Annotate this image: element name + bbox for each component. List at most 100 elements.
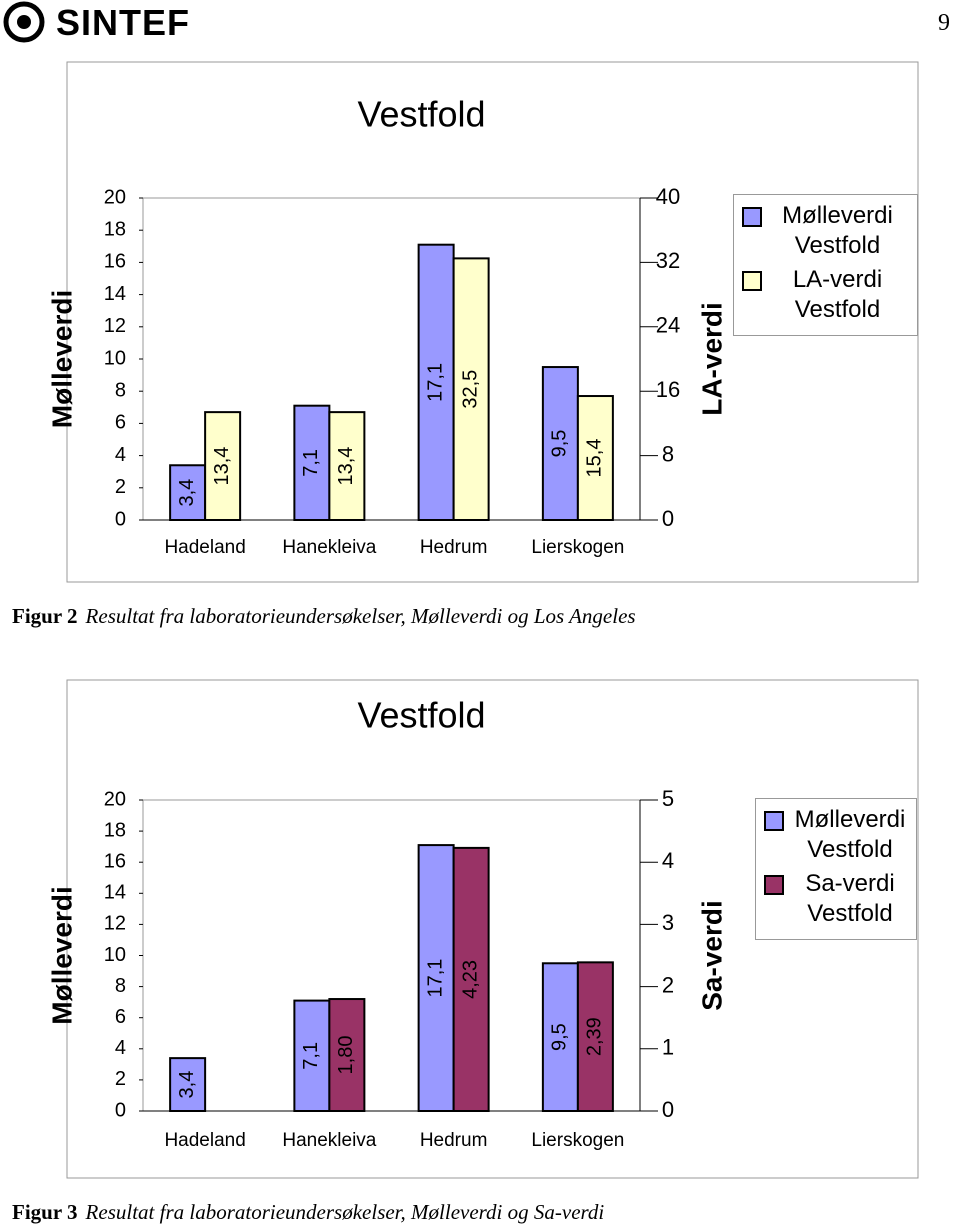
bar	[204, 411, 242, 522]
legend-item: Sa-verdi Vestfold	[764, 869, 908, 929]
data-label: 15,4	[584, 439, 606, 478]
page-number: 9	[938, 10, 950, 36]
y-tick-label: 8	[115, 379, 126, 401]
bar	[328, 411, 366, 522]
caption-text: Resultat fra laboratorieundersøkelser, M…	[85, 604, 636, 628]
x-tick-label: Hedrum	[420, 1130, 488, 1151]
bar	[169, 1057, 207, 1113]
y2-tick-label: 16	[656, 377, 680, 402]
legend-label: LA-verdi Vestfold	[792, 266, 883, 323]
y-tick-label: 10	[104, 944, 126, 966]
x-tick-label: Hadeland	[164, 1130, 245, 1151]
y-tick-label: 2	[115, 476, 126, 498]
legend-swatch	[742, 207, 762, 227]
y-axis-title: Mølleverdi	[46, 886, 77, 1024]
x-tick-label: Hanekleiva	[282, 1130, 376, 1151]
x-tick-label: Lierskogen	[531, 537, 624, 558]
data-label: 4,23	[459, 960, 481, 999]
legend: Mølleverdi Vestfold LA-verdi Vestfold	[733, 194, 918, 336]
y-tick-label: 18	[104, 819, 126, 841]
y2-tick-label: 24	[656, 313, 680, 338]
y-tick-label: 14	[104, 882, 126, 904]
y-tick-label: 8	[115, 975, 126, 997]
legend-swatch	[764, 811, 784, 831]
bar	[417, 243, 455, 521]
y-tick-label: 2	[115, 1068, 126, 1090]
y-tick-label: 4	[115, 1037, 126, 1059]
legend-item: LA-verdi Vestfold	[742, 265, 909, 325]
bar	[293, 404, 331, 521]
data-label: 17,1	[424, 959, 446, 998]
logo: SINTEF	[56, 2, 191, 43]
bar	[576, 395, 614, 521]
y-tick-label: 12	[104, 913, 126, 935]
data-label: 9,5	[549, 430, 571, 458]
y-tick-label: 20	[104, 186, 126, 208]
data-label: 3,4	[176, 1071, 198, 1099]
caption: Figur 3 Resultat fra laboratorieundersøke…	[12, 1200, 604, 1225]
legend-swatch	[742, 271, 762, 291]
y-axis-title: Mølleverdi	[46, 290, 77, 428]
caption-text: Resultat fra laboratorieundersøkelser, M…	[85, 1200, 605, 1224]
data-label: 17,1	[424, 363, 446, 402]
y2-tick-label: 5	[662, 786, 674, 811]
y2-tick-label: 40	[656, 184, 680, 209]
y2-tick-label: 0	[662, 1097, 674, 1122]
data-label: 13,4	[211, 447, 233, 486]
logo-icon-dot	[17, 15, 31, 29]
data-label: 7,1	[300, 449, 322, 477]
data-label: 9,5	[549, 1023, 571, 1051]
y-tick-label: 16	[104, 850, 126, 872]
chart-title: Vestfold	[357, 695, 485, 736]
legend-swatch	[764, 875, 784, 895]
legend-item: Mølleverdi Vestfold	[764, 805, 908, 865]
bar	[169, 464, 207, 522]
data-label: 7,1	[300, 1042, 322, 1070]
bar	[541, 962, 579, 1113]
y-tick-label: 12	[104, 315, 126, 337]
data-label: 1,80	[335, 1036, 357, 1075]
bar	[576, 961, 614, 1112]
bar	[293, 999, 331, 1112]
data-label: 2,39	[584, 1017, 606, 1056]
caption-label: Figur 2	[12, 604, 78, 628]
legend-item: Mølleverdi Vestfold	[742, 201, 909, 261]
y-tick-label: 18	[104, 218, 126, 240]
caption-label: Figur 3	[12, 1200, 78, 1224]
y2-tick-label: 0	[662, 506, 674, 531]
y2-tick-label: 2	[662, 972, 674, 997]
y2-tick-label: 3	[662, 910, 674, 935]
y-tick-label: 14	[104, 283, 126, 305]
y-tick-label: 10	[104, 347, 126, 369]
legend-label: Sa-verdi Vestfold	[805, 870, 895, 927]
data-label: 32,5	[459, 370, 481, 409]
bar	[452, 846, 490, 1112]
bar	[541, 366, 579, 521]
y-tick-label: 16	[104, 251, 126, 273]
y2-tick-label: 32	[656, 248, 680, 273]
y-tick-label: 0	[115, 1099, 126, 1121]
legend-label: Mølleverdi Vestfold	[794, 806, 906, 863]
data-label: 3,4	[176, 479, 198, 507]
y-tick-label: 20	[104, 788, 126, 810]
legend: Mølleverdi Vestfold Sa-verdi Vestfold	[755, 798, 917, 940]
x-tick-label: Lierskogen	[531, 1130, 624, 1151]
y2-tick-label: 8	[662, 441, 674, 466]
y2-axis-title: LA-verdi	[696, 302, 727, 416]
y-tick-label: 0	[115, 508, 126, 530]
y2-tick-label: 4	[662, 848, 674, 873]
caption: Figur 2 Resultat fra laboratorieundersøke…	[12, 604, 636, 629]
bar	[452, 257, 490, 521]
data-label: 13,4	[335, 447, 357, 486]
y-tick-label: 6	[115, 1006, 126, 1028]
y-tick-label: 4	[115, 444, 126, 466]
x-tick-label: Hadeland	[164, 537, 245, 558]
x-tick-label: Hanekleiva	[282, 537, 376, 558]
legend-label: Mølleverdi Vestfold	[782, 202, 893, 259]
logo-icon	[3, 1, 45, 43]
bar	[328, 998, 366, 1112]
y2-tick-label: 1	[662, 1035, 674, 1060]
chart-title: Vestfold	[357, 94, 485, 135]
y-tick-label: 6	[115, 412, 126, 434]
